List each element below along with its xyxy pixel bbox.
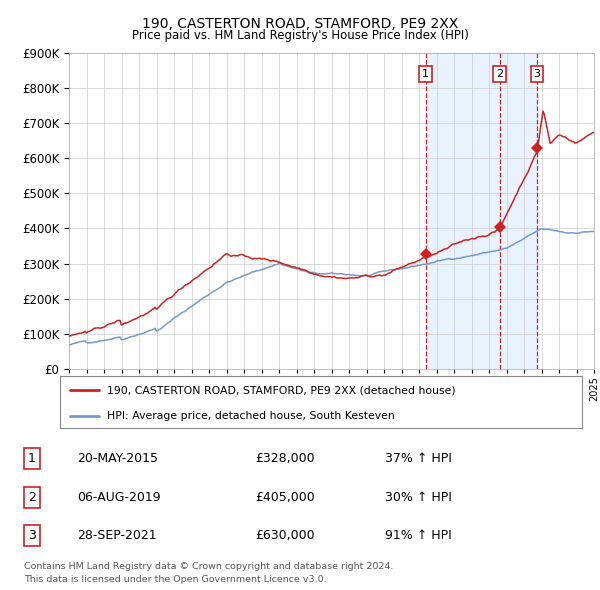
Text: 190, CASTERTON ROAD, STAMFORD, PE9 2XX: 190, CASTERTON ROAD, STAMFORD, PE9 2XX (142, 17, 458, 31)
Text: 37% ↑ HPI: 37% ↑ HPI (385, 452, 451, 465)
Text: 190, CASTERTON ROAD, STAMFORD, PE9 2XX (detached house): 190, CASTERTON ROAD, STAMFORD, PE9 2XX (… (107, 385, 455, 395)
Text: £405,000: £405,000 (255, 490, 314, 504)
Text: Price paid vs. HM Land Registry's House Price Index (HPI): Price paid vs. HM Land Registry's House … (131, 30, 469, 42)
Text: 1: 1 (28, 452, 36, 465)
Text: This data is licensed under the Open Government Licence v3.0.: This data is licensed under the Open Gov… (24, 575, 326, 584)
Text: 3: 3 (28, 529, 36, 542)
Text: Contains HM Land Registry data © Crown copyright and database right 2024.: Contains HM Land Registry data © Crown c… (24, 562, 394, 571)
Text: £630,000: £630,000 (255, 529, 314, 542)
Text: 2: 2 (496, 69, 503, 79)
Text: 30% ↑ HPI: 30% ↑ HPI (385, 490, 451, 504)
Text: 28-SEP-2021: 28-SEP-2021 (77, 529, 157, 542)
Text: 1: 1 (422, 69, 429, 79)
Text: 91% ↑ HPI: 91% ↑ HPI (385, 529, 451, 542)
Text: £328,000: £328,000 (255, 452, 314, 465)
Text: HPI: Average price, detached house, South Kesteven: HPI: Average price, detached house, Sout… (107, 411, 395, 421)
Text: 2: 2 (28, 490, 36, 504)
Text: 20-MAY-2015: 20-MAY-2015 (77, 452, 158, 465)
Text: 3: 3 (533, 69, 541, 79)
Text: 06-AUG-2019: 06-AUG-2019 (77, 490, 161, 504)
Bar (425, 53, 537, 369)
